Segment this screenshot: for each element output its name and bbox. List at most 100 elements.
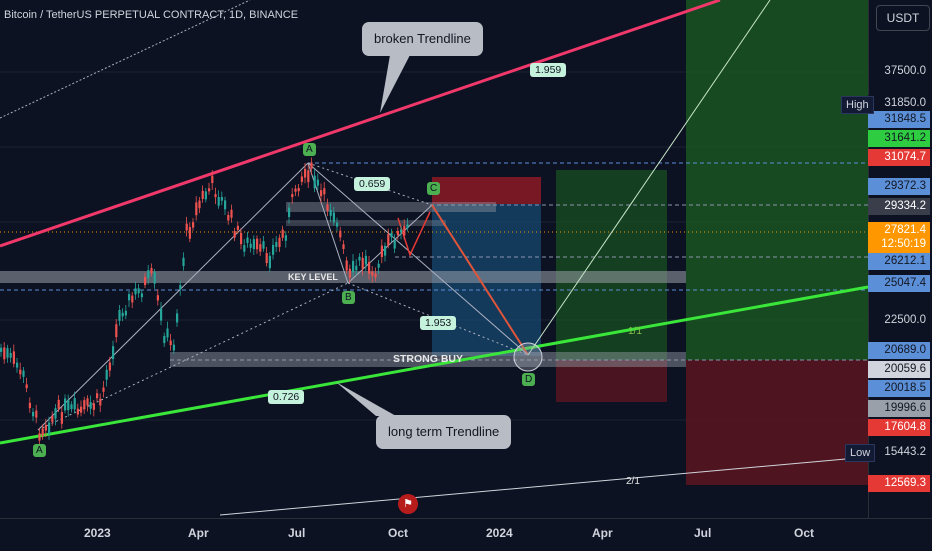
us-flag-event-icon[interactable]: ⚑	[398, 494, 418, 514]
strong-buy-label: STRONG BUY	[393, 353, 464, 365]
candle-body	[6, 348, 9, 358]
candle-body	[147, 270, 150, 278]
chart-title: Bitcoin / TetherUS PERPETUAL CONTRACT, 1…	[4, 9, 299, 21]
candle-body	[342, 244, 345, 249]
price-label: 19996.6	[868, 400, 930, 417]
key-level-band	[0, 271, 686, 283]
candle-body	[41, 428, 44, 436]
candle-body	[224, 200, 227, 210]
candle-body	[163, 335, 166, 344]
candle-body	[332, 212, 335, 223]
mid-stop-zone	[556, 360, 667, 402]
candle-body	[249, 243, 252, 248]
point-a-low[interactable]: A	[33, 444, 46, 457]
candle-body	[204, 191, 207, 200]
candle-body	[355, 265, 358, 271]
long-term-trendline-callout[interactable]: long term Trendline	[376, 415, 512, 449]
mid-target-zone	[556, 170, 667, 360]
candle-body	[70, 404, 73, 410]
candle-body	[243, 245, 246, 252]
price-label: 17604.8	[868, 419, 930, 436]
dashed-levels	[0, 162, 868, 361]
long-target-zone	[686, 0, 868, 360]
candle-body	[352, 260, 355, 273]
candle-body	[80, 406, 83, 413]
fib-ratio-0659[interactable]: 0.659	[354, 177, 391, 191]
price-label: 31850.0	[868, 95, 930, 112]
candle-body	[307, 170, 310, 183]
candle-body	[220, 197, 223, 201]
price-label: 29334.2	[868, 198, 930, 215]
candle-body	[166, 328, 169, 338]
candle-body	[112, 346, 115, 360]
candle-body	[316, 179, 319, 186]
long-stop-zone	[686, 360, 868, 485]
fib-ratio-0726[interactable]: 0.726	[268, 390, 305, 404]
candle-body	[179, 285, 182, 290]
callout-pointer-bottom	[336, 382, 396, 416]
candle-body	[211, 175, 214, 184]
candle-body	[345, 260, 348, 271]
time-label: Jul	[694, 526, 712, 540]
time-label: Jul	[288, 526, 306, 540]
candle-body	[105, 369, 108, 380]
candle-body	[262, 241, 265, 249]
price-label: 22500.0	[884, 314, 926, 326]
candle-body	[371, 271, 374, 276]
fib-ratio-1959[interactable]: 1.959	[530, 63, 567, 77]
candle-body	[390, 232, 393, 238]
ratio-2-1-label: 2/1	[626, 476, 640, 487]
candle-body	[320, 190, 323, 197]
candle-body	[192, 222, 195, 228]
candle-body	[176, 313, 179, 323]
candle-body	[252, 239, 255, 250]
candle-body	[9, 353, 12, 358]
price-label: 27821.4	[868, 222, 930, 239]
candle-body	[0, 347, 3, 352]
ratio-1-1-label: 1/1	[628, 326, 642, 337]
candle-body	[310, 162, 313, 169]
candle-body	[294, 188, 297, 192]
candle-body	[380, 245, 383, 258]
price-label: 29372.3	[868, 178, 930, 195]
fib-ratio-1953[interactable]: 1.953	[420, 316, 457, 330]
candle-body	[406, 224, 409, 229]
candle-body	[300, 176, 303, 182]
c-zone-band	[286, 202, 496, 212]
point-b[interactable]: B	[342, 291, 355, 304]
broken-trendline-callout[interactable]: broken Trendline	[362, 22, 483, 56]
candle-body	[102, 387, 105, 392]
candle-body	[278, 237, 281, 248]
candle-body	[368, 261, 371, 274]
candle-body	[374, 273, 377, 278]
point-c[interactable]: C	[427, 182, 441, 195]
candle-body	[240, 233, 243, 245]
time-axis[interactable]	[0, 518, 932, 551]
currency-button[interactable]: USDT	[876, 5, 930, 31]
candle-body	[339, 230, 342, 238]
broken-trendline	[0, 0, 721, 248]
candle-body	[121, 312, 124, 317]
candle-body	[128, 294, 131, 301]
candlestick-series	[0, 157, 409, 446]
candle-body	[227, 214, 230, 221]
candle-body	[140, 293, 143, 298]
candle-body	[336, 222, 339, 227]
point-a-top[interactable]: A	[303, 143, 316, 156]
candle-body	[35, 410, 38, 418]
point-d[interactable]: D	[522, 373, 536, 386]
candle-body	[281, 229, 284, 238]
candle-body	[57, 399, 60, 409]
candle-body	[323, 188, 326, 195]
candle-body	[361, 257, 364, 269]
candle-body	[268, 255, 271, 269]
candle-body	[108, 362, 111, 371]
time-label: Apr	[188, 526, 209, 540]
time-label: Oct	[794, 526, 815, 540]
candle-body	[12, 351, 15, 364]
c-zone-band-2	[286, 220, 446, 226]
candle-body	[275, 242, 278, 247]
candle-body	[137, 288, 140, 294]
candle-body	[67, 400, 70, 411]
